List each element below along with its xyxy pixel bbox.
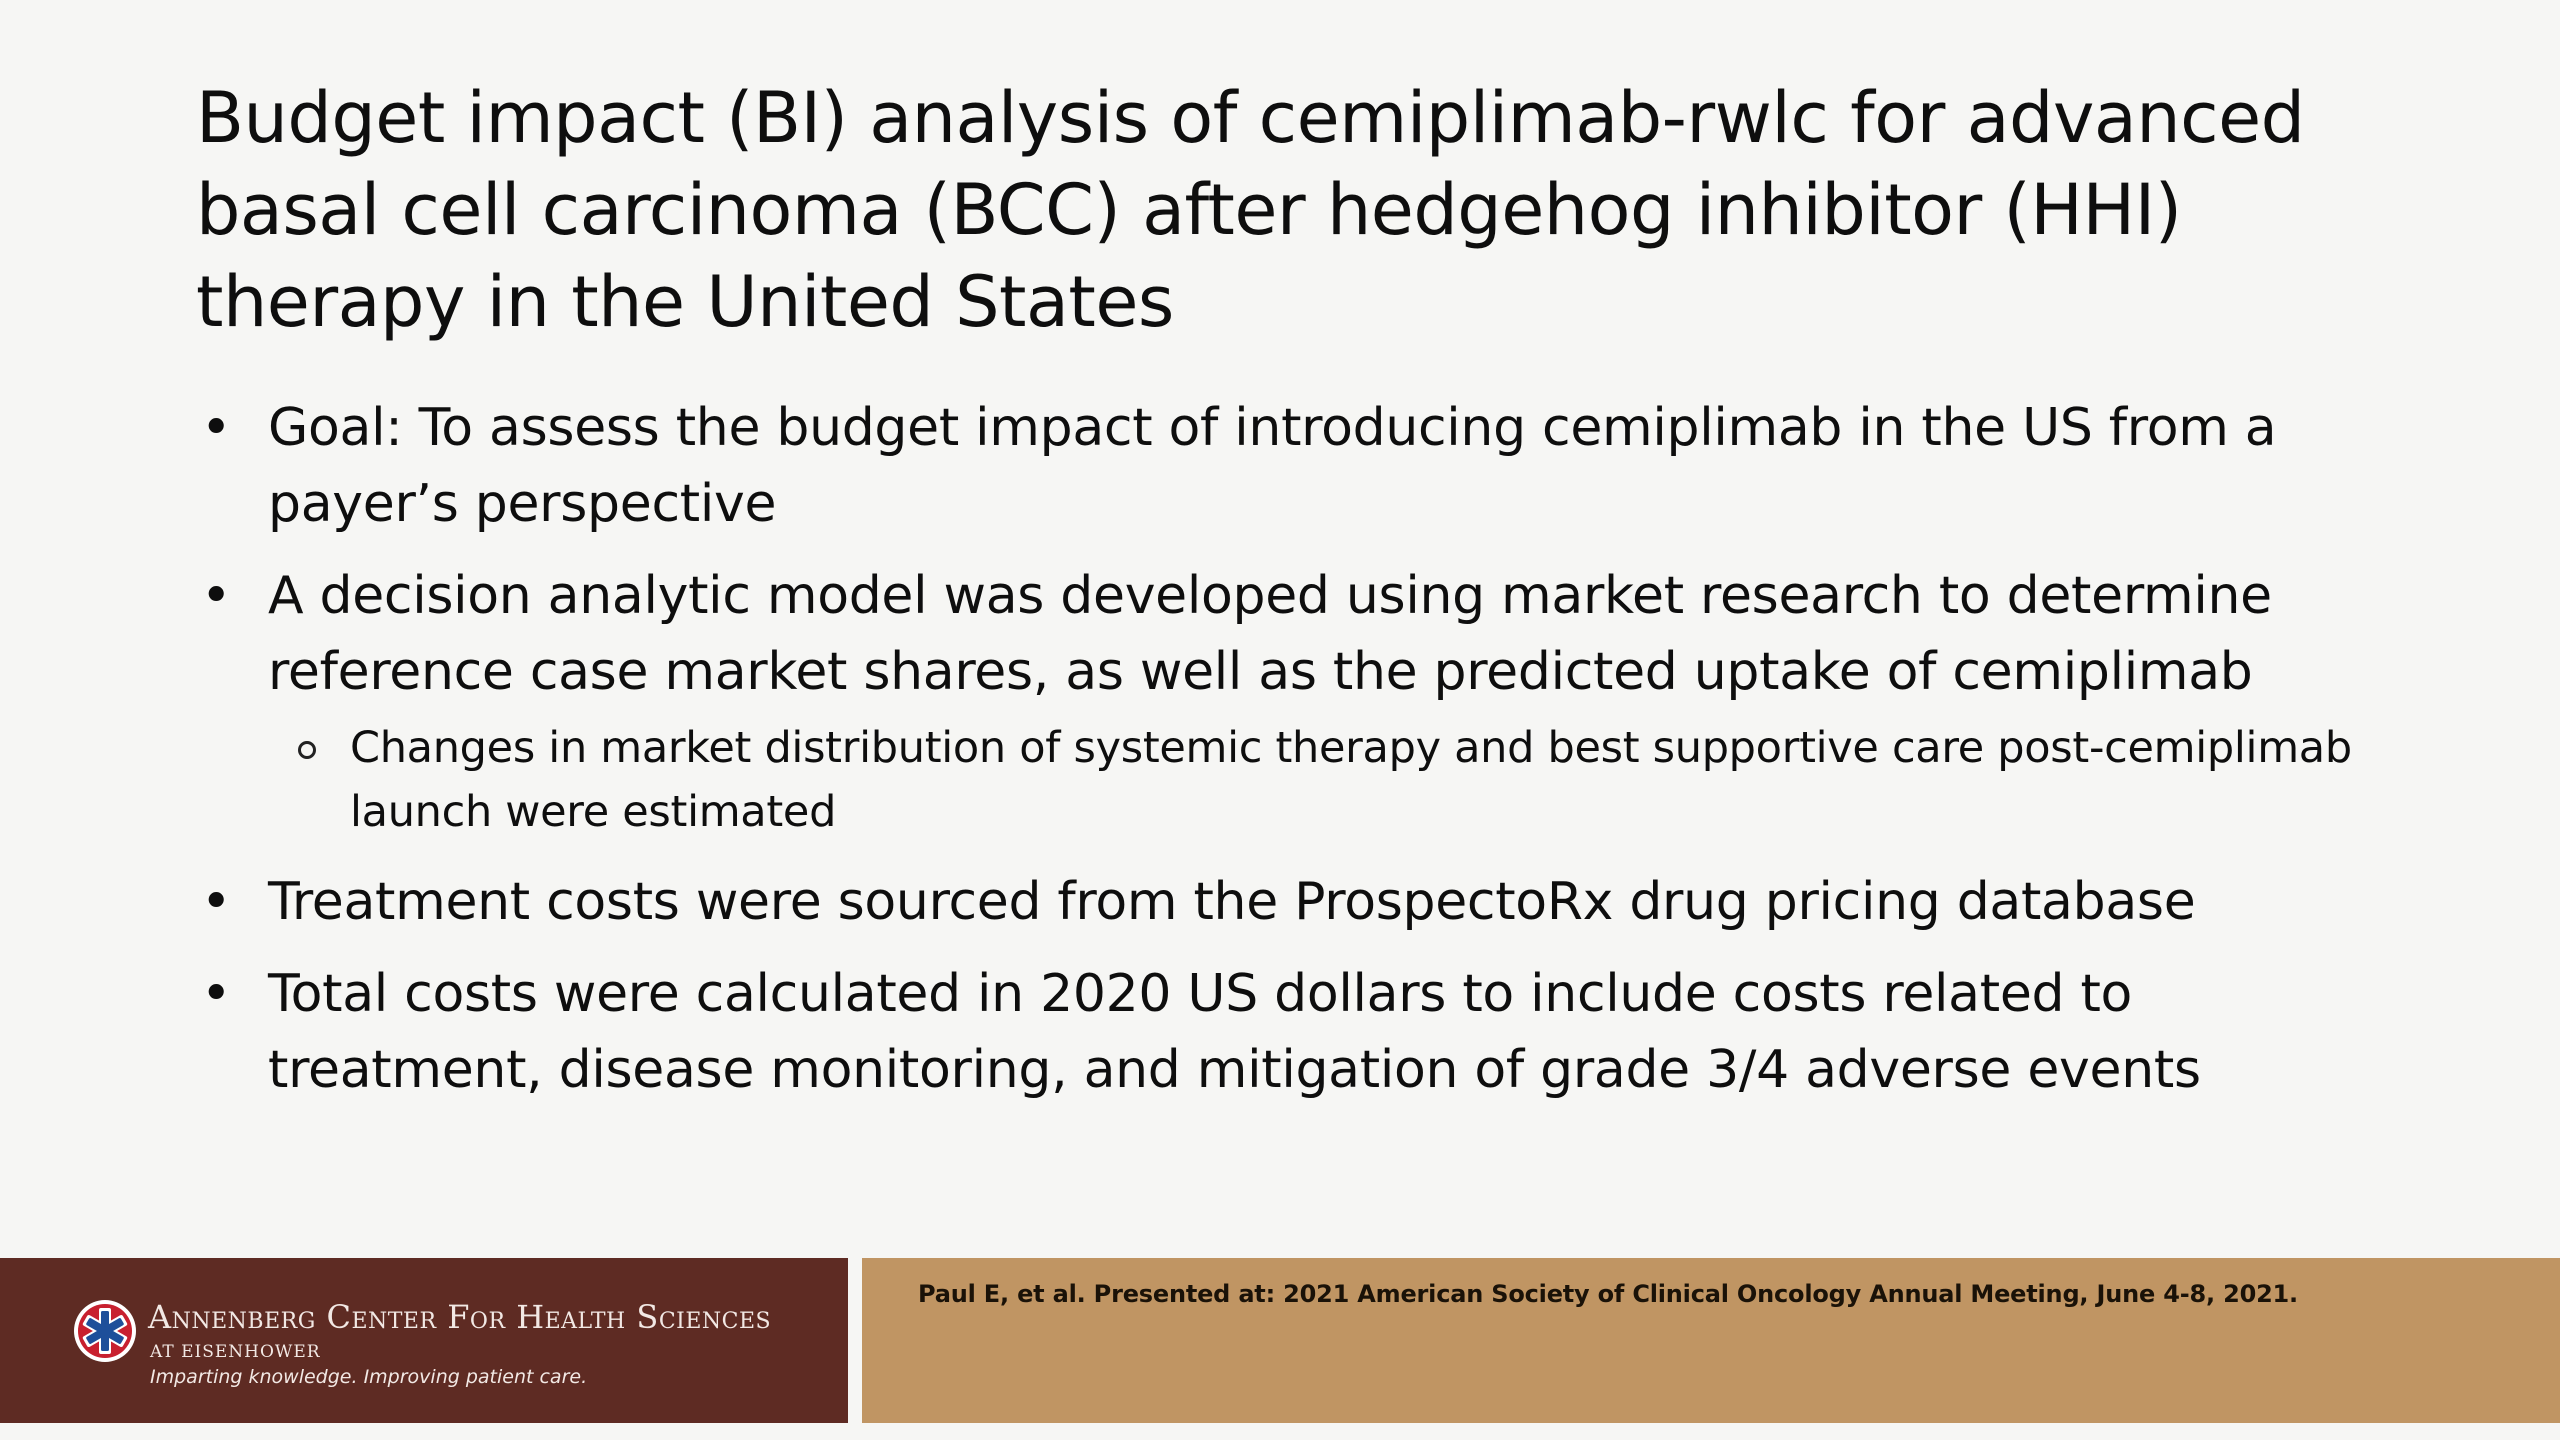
bullet-item: • Goal: To assess the budget impact of i… xyxy=(196,390,2396,542)
slide-title: Budget impact (BI) analysis of cemiplima… xyxy=(196,77,2305,343)
org-subtitle: AT EISENHOWER xyxy=(150,1342,321,1362)
bullet-text: A decision analytic model was developed … xyxy=(268,566,2272,702)
sub-bullet-list: Changes in market distribution of system… xyxy=(268,716,2396,844)
bullet-list: • Goal: To assess the budget impact of i… xyxy=(196,390,2396,1108)
footer-bar: Annenberg Center For Health Sciences AT … xyxy=(0,1258,2560,1423)
org-tagline: Imparting knowledge. Improving patient c… xyxy=(150,1366,588,1388)
star-of-life-logo-icon xyxy=(74,1300,136,1362)
bullet-item: • Treatment costs were sourced from the … xyxy=(196,864,2396,940)
citation-text: Paul E, et al. Presented at: 2021 Americ… xyxy=(918,1280,2298,1308)
org-name: Annenberg Center For Health Sciences xyxy=(148,1298,772,1336)
bullet-text: Total costs were calculated in 2020 US d… xyxy=(268,964,2201,1100)
bullet-text: Goal: To assess the budget impact of int… xyxy=(268,398,2277,534)
bullet-marker: • xyxy=(200,872,232,932)
footer-citation-panel: Paul E, et al. Presented at: 2021 Americ… xyxy=(862,1258,2560,1423)
bullet-text: Treatment costs were sourced from the Pr… xyxy=(268,872,2196,932)
sub-bullet-item: Changes in market distribution of system… xyxy=(268,716,2396,844)
bullet-item: • A decision analytic model was develope… xyxy=(196,558,2396,844)
circle-bullet-icon xyxy=(298,741,316,759)
bullet-item: • Total costs were calculated in 2020 US… xyxy=(196,956,2396,1108)
footer-brand-panel: Annenberg Center For Health Sciences AT … xyxy=(0,1258,848,1423)
bullet-marker: • xyxy=(200,398,232,458)
footer-divider xyxy=(848,1258,862,1423)
sub-bullet-text: Changes in market distribution of system… xyxy=(350,723,2352,837)
bullet-marker: • xyxy=(200,964,232,1024)
bullet-marker: • xyxy=(200,566,232,626)
